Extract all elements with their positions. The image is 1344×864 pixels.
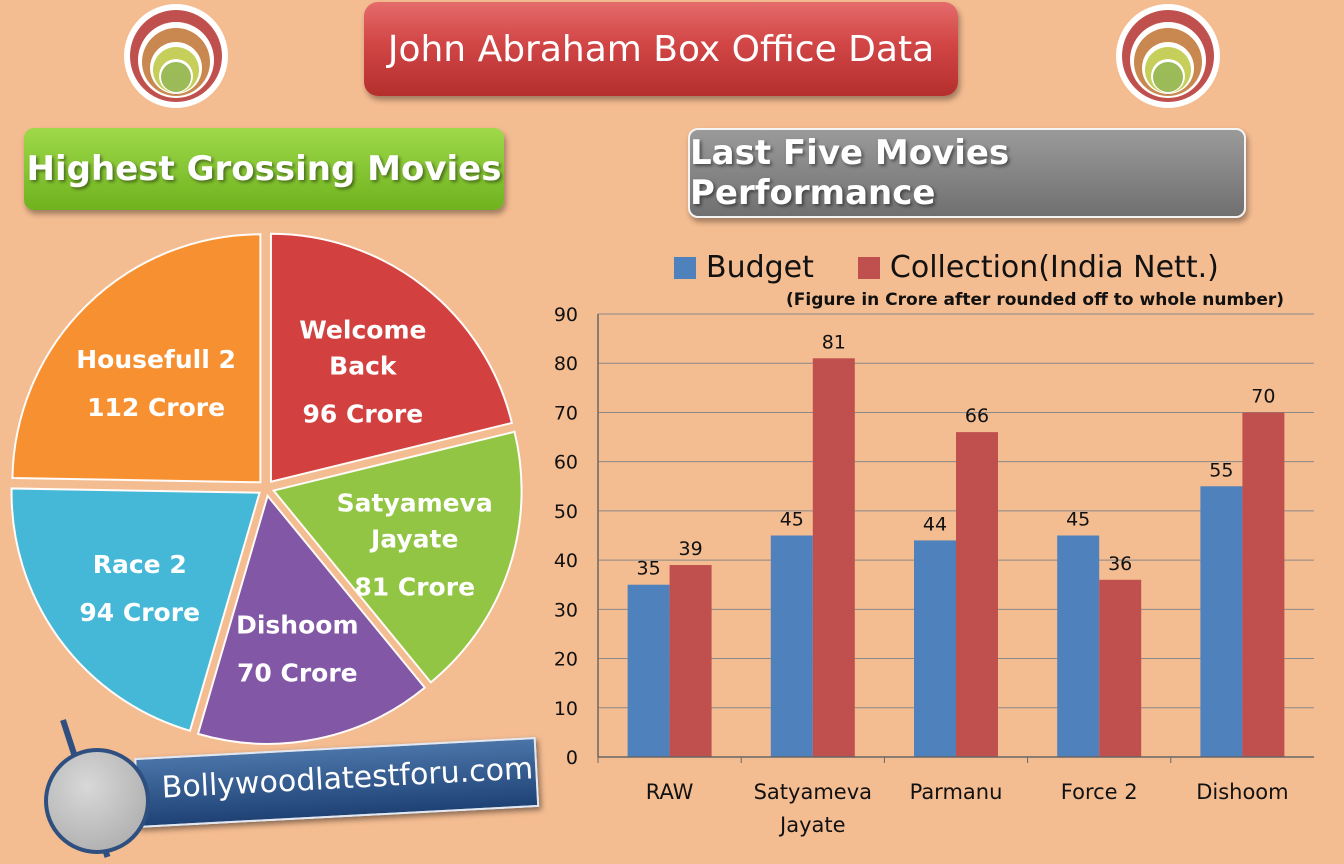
pie-slice-4: Housefull 2 112 Crore [11, 233, 262, 484]
pie-value-label: 96 Crore [303, 400, 424, 429]
bar-collection [956, 432, 998, 757]
pie-name-label: Satyameva [337, 489, 493, 518]
bar-budget [627, 584, 670, 757]
y-tick-label: 0 [566, 747, 578, 769]
highest-grossing-header: Highest Grossing Movies [24, 128, 504, 210]
pie-slice-shape [10, 487, 261, 733]
bar-value-label: 45 [1066, 509, 1090, 531]
pie-name-label: Back [329, 352, 398, 381]
pie-name-label: Race 2 [93, 550, 187, 579]
y-tick-label: 70 [554, 402, 578, 424]
pie-slice-shape [271, 430, 523, 684]
y-tick-label: 80 [554, 353, 578, 375]
pie-name-label: Welcome [299, 316, 426, 345]
site-url: Bollywoodlatestforu.com [160, 751, 535, 806]
bar-chart: 0 10 20 30 40 50 60 70 80 90 35 39 RAW 45 81 Satyameva J… [554, 304, 1314, 837]
bar-value-label: 70 [1251, 385, 1275, 407]
last-five-header: Last Five Movies Performance [688, 128, 1246, 218]
logo-rings-left-icon [124, 4, 228, 108]
y-tick-label: 50 [554, 501, 578, 523]
x-category-label: Jayate [778, 813, 846, 837]
y-tick-label: 90 [554, 304, 578, 326]
pie-chart: Welcome Back 96 Crore Satyameva Jayate 81 Cro… [10, 232, 523, 745]
bar-value-label: 55 [1209, 459, 1233, 481]
bar-value-label: 44 [923, 513, 947, 535]
bar-legend: Budget Collection(India Nett.) [674, 250, 1263, 285]
y-tick-label: 20 [554, 649, 578, 671]
pie-slice-1: Satyameva Jayate 81 Crore [271, 430, 523, 684]
bar-budget [914, 540, 956, 757]
pie-value-label: 112 Crore [87, 393, 225, 422]
highest-grossing-title: Highest Grossing Movies [26, 149, 502, 189]
bar-collection [1099, 579, 1142, 757]
pie-name-label: Housefull 2 [76, 345, 236, 374]
bar-value-label: 66 [965, 405, 989, 427]
x-category-label: Dishoom [1196, 780, 1288, 804]
y-tick-label: 40 [554, 550, 578, 572]
pie-slice-2: Dishoom 70 Crore [196, 493, 427, 745]
pie-value-label: 70 Crore [237, 659, 358, 688]
y-tick-label: 60 [554, 452, 578, 474]
pie-name-label: Dishoom [236, 611, 358, 640]
legend-label-collection: Collection(India Nett.) [889, 250, 1219, 285]
pie-slice-shape [196, 493, 427, 745]
bar-collection [1242, 412, 1285, 757]
pie-value-label: 94 Crore [79, 598, 200, 627]
last-five-title: Last Five Movies Performance [690, 133, 1010, 213]
bar-chart-note: (Figure in Crore after rounded off to wh… [786, 290, 1285, 310]
banner-circle-icon [44, 748, 150, 854]
pie-name-label: Jayate [369, 525, 458, 554]
x-category-label: Satyameva [754, 780, 872, 804]
bar-value-label: 36 [1108, 553, 1132, 575]
legend-swatch-budget [674, 256, 696, 279]
bar-value-label: 45 [780, 509, 804, 531]
pie-slice-shape [269, 232, 514, 483]
pie-slice-0: Welcome Back 96 Crore [269, 232, 514, 483]
y-tick-label: 30 [554, 599, 578, 621]
bar-value-label: 81 [822, 331, 846, 353]
pie-slice-3: Race 2 94 Crore [10, 487, 261, 733]
logo-rings-right-icon [1116, 4, 1220, 108]
x-category-label: Parmanu [910, 780, 1003, 804]
pie-value-label: 81 Crore [354, 573, 475, 602]
x-category-label: Force 2 [1061, 780, 1138, 804]
main-title-box: John Abraham Box Office Data [364, 2, 958, 96]
x-category-label: RAW [646, 780, 694, 804]
legend-swatch-collection [857, 256, 880, 279]
bar-value-label: 39 [679, 538, 703, 560]
bar-budget [1057, 535, 1100, 757]
bar-budget [770, 535, 813, 757]
bar-value-label: 35 [637, 558, 661, 580]
bar-collection [812, 358, 855, 757]
bar-budget [1200, 486, 1243, 757]
bar-collection [669, 565, 712, 757]
pie-slice-shape [11, 233, 262, 484]
main-title: John Abraham Box Office Data [387, 28, 935, 70]
legend-label-budget: Budget [706, 250, 814, 285]
y-tick-label: 10 [554, 698, 578, 720]
